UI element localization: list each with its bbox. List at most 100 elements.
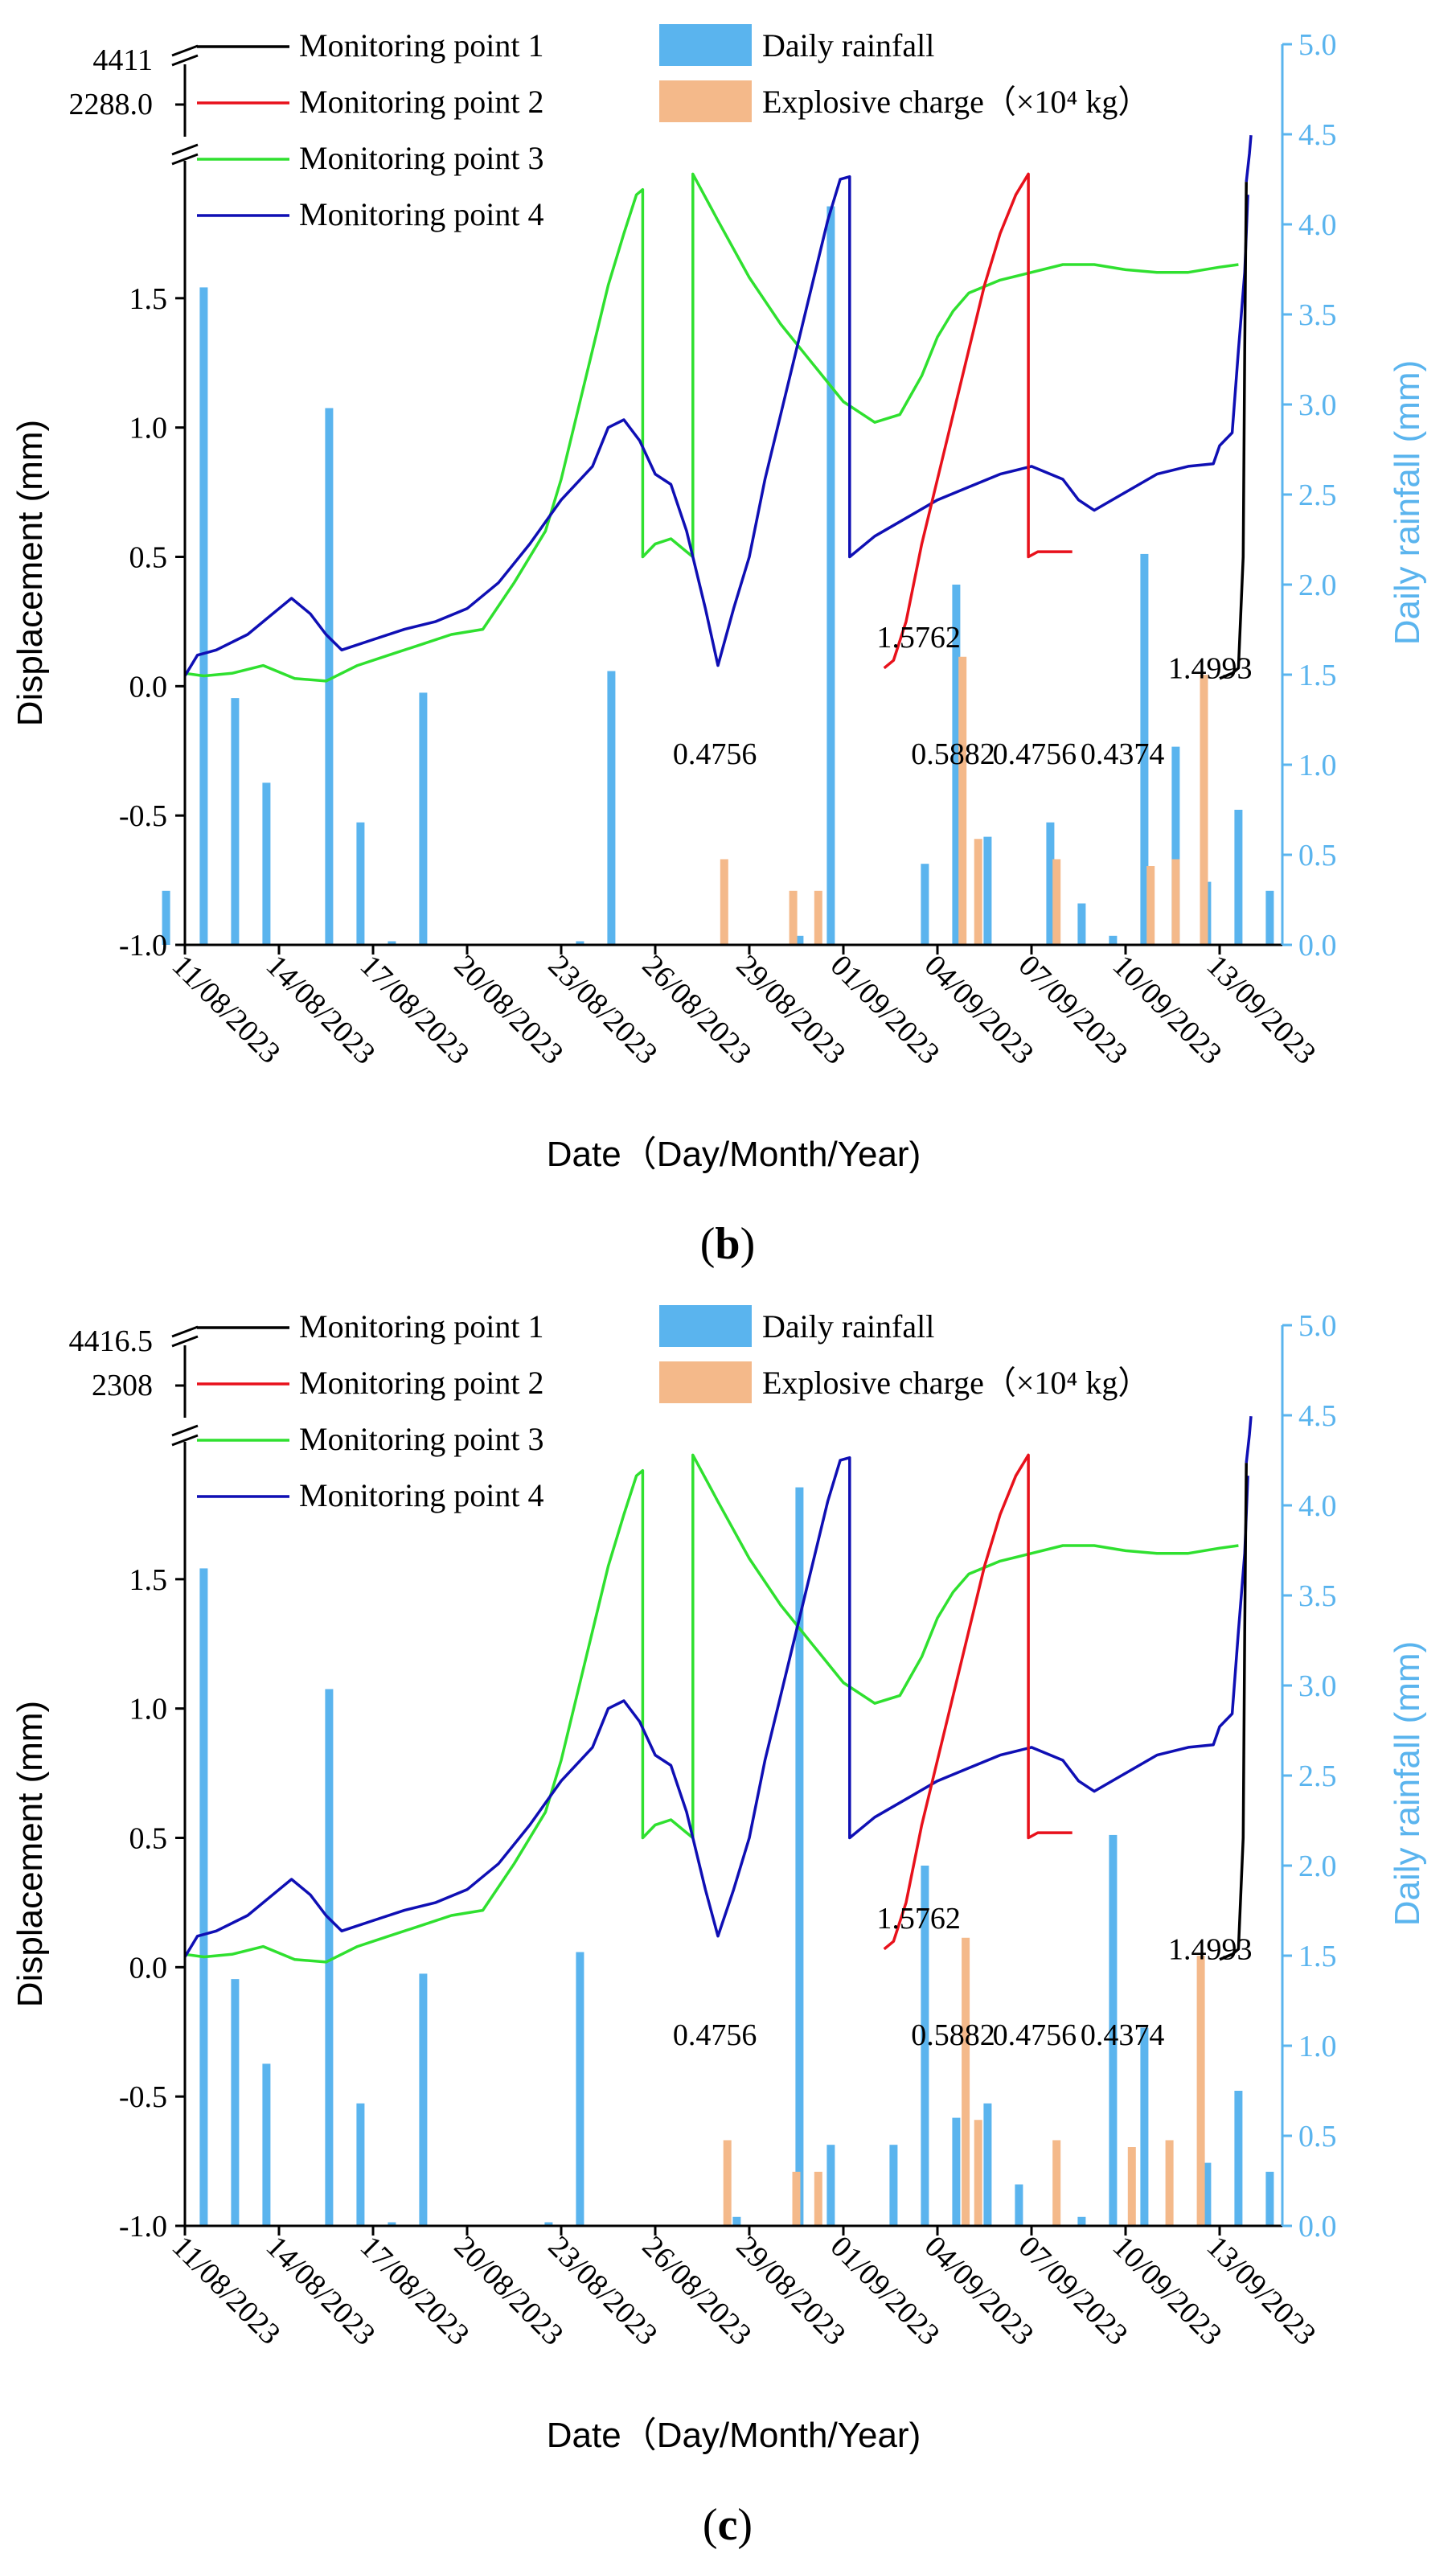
rainfall-bar (1203, 2162, 1212, 2226)
panel-c: 0.4756 1.5762 0.5882 0.4756 0.4374 1.4993 -1.0… (0, 1281, 1456, 2562)
panel-label-open: ( (703, 2500, 718, 2550)
charge-bar (814, 890, 822, 945)
legend-label: Monitoring point 4 (299, 196, 543, 232)
rainfall-bar (325, 408, 334, 946)
legend-swatch-charge (659, 80, 752, 122)
rainfall-bar (544, 2222, 553, 2226)
charge-bar (974, 2120, 982, 2226)
legend-label: Daily rainfall (762, 1308, 934, 1345)
charge-bar (1196, 1956, 1205, 2226)
rainfall-bar (356, 2103, 365, 2226)
panel-label-close: ) (740, 1219, 756, 1269)
rainfall-bar (419, 692, 428, 945)
y2-tick-label: 5.0 (1298, 1309, 1337, 1343)
rainfall-bar (231, 698, 240, 945)
charge-bar (974, 839, 982, 945)
y2-tick-label: 0.5 (1298, 2120, 1337, 2153)
rainfall-bar (1140, 2027, 1149, 2226)
annotation-label: 0.4756 (993, 737, 1077, 771)
axis-break-mark (171, 153, 199, 166)
rainfall-bar (826, 2145, 835, 2226)
y2-tick-label: 2.5 (1298, 478, 1337, 512)
y2-tick-label: 0.0 (1298, 2210, 1337, 2244)
panel-label-letter: b (715, 1219, 740, 1269)
rainfall-bar (795, 1487, 804, 2226)
annotation-label: 1.4993 (1168, 652, 1253, 686)
y2-tick-label: 3.5 (1298, 298, 1337, 332)
y2-tick-label: 1.5 (1298, 1940, 1337, 1973)
right-axis: 0.0 0.5 1.0 1.5 2.0 2.5 3.0 3.5 4.0 4.5 5.0 Daily r… (1281, 1309, 1427, 2244)
annotation-label: 0.5882 (911, 737, 995, 771)
y-tick-label: -0.5 (119, 799, 167, 833)
y-axis-title: Displacement (mm) (10, 1701, 50, 2007)
y2-tick-label: 0.0 (1298, 929, 1337, 963)
legend-label: Monitoring point 1 (299, 1308, 543, 1345)
annotation-label: 1.5762 (876, 621, 961, 655)
y-tick-label: 0.0 (129, 1951, 168, 1985)
charge-bar (1146, 866, 1155, 945)
charge-bar (1127, 2147, 1136, 2226)
rainfall-bar (1140, 553, 1149, 945)
axis-break-mark (171, 44, 199, 57)
axis-break-mark (171, 1434, 199, 1447)
legend-label: Monitoring point 3 (299, 140, 543, 176)
series-line-mp1 (1219, 1463, 1248, 1961)
annotation-label: 0.5882 (911, 2018, 995, 2052)
rainfall-bar (889, 2145, 898, 2226)
y2-tick-label: 2.0 (1298, 1850, 1337, 1883)
legend: Monitoring point 1 Monitoring point 2 Moni… (197, 24, 1150, 232)
charge-bar (1171, 859, 1180, 945)
annotation-label: 0.4756 (673, 737, 757, 771)
rainfall-bar (388, 2222, 396, 2226)
rainfall-bar (576, 941, 584, 945)
y-tick-label: 1.0 (129, 412, 168, 445)
panel-label-open: ( (700, 1219, 716, 1269)
series-line-mp2 (883, 172, 1073, 670)
rainfall-bar (607, 671, 616, 945)
panel-label: (b) (700, 1219, 755, 1269)
rainfall-bar (231, 1979, 240, 2226)
y2-tick-label: 1.0 (1298, 749, 1337, 782)
y-axis-title: Displacement (mm) (10, 420, 50, 726)
charge-bar (1165, 2140, 1174, 2226)
rainfall-bar (419, 1973, 428, 2226)
rainfall-bar (162, 890, 170, 945)
y-break-tick-label: 2308 (92, 1369, 153, 1402)
y2-tick-label: 2.0 (1298, 569, 1337, 602)
annotation-label: 0.4374 (1081, 2018, 1165, 2052)
charge-bar (723, 2140, 732, 2226)
rainfall-bar (952, 2117, 961, 2226)
x-axis-title: Date（Day/Month/Year) (547, 2416, 921, 2455)
y-tick-label: 0.5 (129, 1822, 168, 1856)
rainfall-bar (388, 941, 396, 945)
series-line-mp4 (183, 174, 1249, 677)
rainfall-bar (1015, 2184, 1023, 2226)
rainfall-bar (983, 2103, 992, 2226)
series-break-line (1245, 135, 1253, 183)
rainfall-bar (1234, 2091, 1243, 2226)
rainfall-bar (262, 782, 271, 945)
y-tick-label: -1.0 (119, 929, 167, 963)
legend-label: Monitoring point 2 (299, 1365, 543, 1401)
rainfall-bar (1077, 2216, 1086, 2226)
y-tick-label: 0.5 (129, 541, 168, 575)
series-line-mp1 (1219, 182, 1248, 680)
rainfall-bar (1265, 890, 1274, 945)
rainfall-bar (1109, 935, 1118, 945)
rainfall-bar (262, 2063, 271, 2226)
legend-label: Explosive charge（×10⁴ kg） (762, 1365, 1150, 1401)
charge-bar (720, 859, 728, 945)
y2-tick-label: 1.0 (1298, 2030, 1337, 2063)
series-line-mp3 (184, 1453, 1239, 1964)
y2-tick-label: 4.5 (1298, 1399, 1337, 1433)
y2-tick-label: 0.5 (1298, 839, 1337, 872)
annotation-label: 0.4374 (1081, 737, 1165, 771)
rainfall-bar (1265, 2171, 1274, 2226)
y2-axis-title: Daily rainfall (mm) (1388, 1641, 1427, 1926)
charge-bar (1052, 2140, 1061, 2226)
panel-label: (c) (703, 2500, 753, 2550)
y-tick-label: 0.0 (129, 670, 168, 704)
annotation-label: 0.4756 (993, 2018, 1077, 2052)
rainfall-bar (921, 864, 929, 945)
